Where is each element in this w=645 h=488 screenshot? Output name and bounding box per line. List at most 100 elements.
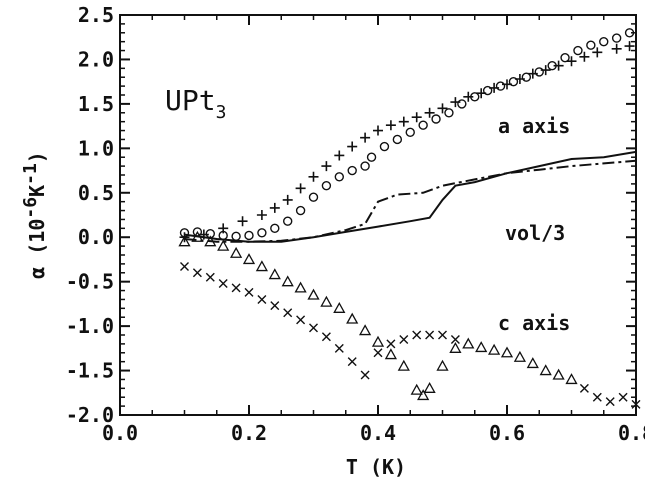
plus-marker	[411, 112, 422, 123]
circle-marker	[360, 161, 370, 171]
vol-label: vol/3	[505, 221, 565, 245]
dashdot-line	[184, 159, 637, 243]
plus-marker	[540, 65, 551, 76]
circle-marker	[231, 231, 241, 242]
plus-marker	[502, 79, 512, 90]
circle-marker	[534, 67, 544, 77]
triangle-marker	[487, 343, 501, 355]
plus-marker	[269, 202, 280, 213]
plus-marker	[624, 41, 635, 52]
plus-marker	[398, 116, 409, 127]
plus-marker	[256, 210, 267, 220]
y-tick-label: -0.5	[66, 270, 114, 294]
a-axis-label: a axis	[498, 114, 570, 138]
cross-marker	[321, 332, 331, 342]
triangle-marker	[417, 389, 430, 401]
solid-line	[184, 150, 637, 243]
circle-marker	[521, 72, 532, 82]
triangle-marker	[423, 381, 436, 393]
cross-marker	[283, 308, 293, 318]
circle-marker	[244, 230, 254, 241]
plus-marker	[218, 223, 229, 234]
cross-marker	[270, 301, 280, 311]
cross-marker	[399, 334, 409, 344]
x-axis-title: T (K)	[346, 455, 406, 479]
circle-marker	[418, 120, 428, 130]
circle-marker	[611, 33, 622, 43]
triangle-marker	[565, 373, 578, 385]
circle-marker	[283, 216, 293, 226]
plus-marker	[360, 132, 371, 143]
triangle-marker	[552, 368, 565, 380]
y-tick-label: 1.5	[78, 92, 114, 116]
cross-marker	[579, 383, 589, 393]
triangle-marker	[242, 253, 256, 265]
y-tick-label: 0.5	[78, 181, 114, 205]
triangle-marker	[475, 341, 488, 353]
plus-marker	[334, 150, 345, 161]
x-tick-label: 0.8	[618, 421, 645, 445]
plus-marker	[385, 120, 396, 131]
circle-marker	[444, 108, 454, 118]
cross-marker	[296, 315, 306, 325]
plus-marker	[321, 161, 332, 172]
y-tick-label: -2.0	[66, 403, 114, 427]
x-tick-label: 0.6	[489, 421, 525, 445]
plus-marker	[514, 74, 525, 84]
cross-marker	[450, 334, 460, 344]
cross-marker	[231, 283, 241, 293]
circle-marker	[295, 205, 306, 216]
plus-marker	[282, 194, 293, 205]
circle-marker	[366, 152, 377, 162]
plus-marker	[437, 103, 448, 114]
cross-marker	[373, 348, 383, 358]
y-tick-label: 2.0	[78, 47, 114, 71]
triangle-marker	[449, 341, 462, 353]
plus-marker	[463, 91, 474, 102]
triangle-marker	[539, 364, 552, 376]
cross-marker	[438, 330, 447, 340]
circle-marker	[586, 40, 596, 50]
sample-label-main: UPt	[165, 84, 216, 117]
triangle-marker	[384, 348, 398, 360]
triangle-marker	[436, 359, 449, 371]
y-axis-mid: K	[25, 185, 49, 197]
y-tick-label: 2.5	[78, 3, 114, 27]
y-tick-label: 1.0	[78, 136, 114, 160]
triangle-marker	[371, 335, 385, 347]
triangle-marker	[346, 312, 359, 324]
triangle-marker	[281, 275, 294, 287]
circle-marker	[495, 81, 506, 91]
plus-marker	[553, 60, 564, 71]
sample-label-sub: 3	[216, 102, 227, 123]
cross-marker	[631, 399, 641, 409]
y-tick-label: -1.0	[66, 314, 114, 338]
triangle-marker	[178, 235, 191, 247]
y-tick-label: -1.5	[66, 359, 114, 383]
circle-marker	[347, 165, 357, 176]
y-axis-end: )	[25, 151, 49, 163]
circle-marker	[573, 45, 583, 56]
circle-marker	[308, 192, 319, 202]
plus-marker	[611, 43, 622, 54]
plus-marker	[566, 56, 577, 67]
cross-marker	[386, 339, 396, 349]
circle-marker	[624, 28, 635, 38]
y-axis-exp2: -1	[20, 163, 41, 185]
triangle-marker	[229, 246, 243, 258]
circle-marker	[431, 114, 441, 124]
circle-marker	[405, 127, 415, 138]
y-tick-label: 0.0	[78, 225, 114, 249]
cross-marker	[334, 343, 344, 353]
circle-marker	[457, 99, 467, 109]
circle-marker	[508, 76, 519, 87]
triangle-marker	[294, 281, 307, 293]
triangle-marker	[526, 357, 539, 369]
circle-marker	[392, 134, 403, 145]
cross-marker	[244, 287, 254, 297]
circle-marker	[379, 141, 390, 152]
cross-marker	[592, 392, 602, 402]
cross-marker	[309, 323, 318, 333]
